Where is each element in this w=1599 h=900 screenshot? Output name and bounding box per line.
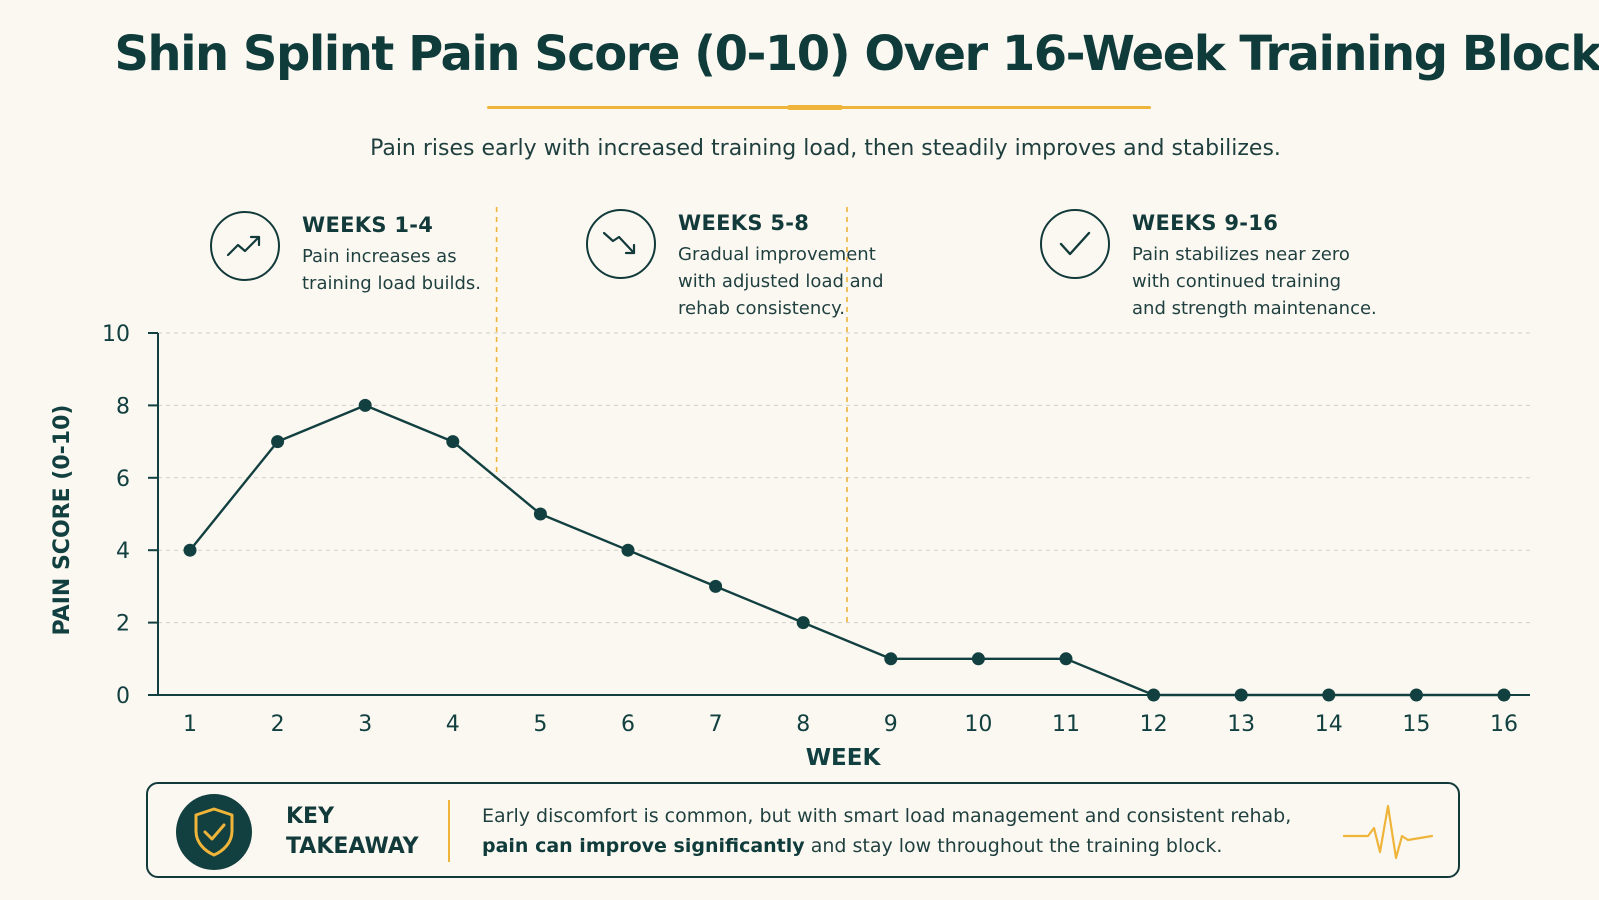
y-tick-label: 4 — [116, 539, 130, 564]
takeaway-text-rest: and stay low throughout the training blo… — [804, 835, 1223, 857]
phase-title: WEEKS 1-4 — [302, 213, 434, 237]
takeaway-text-line2: pain can improve significantly and stay … — [482, 831, 1352, 861]
data-point — [183, 543, 197, 557]
y-tick-label: 6 — [116, 467, 130, 492]
data-point — [884, 652, 898, 666]
data-point — [621, 543, 635, 557]
data-point — [709, 579, 723, 593]
chart-title: Shin Splint Pain Score (0-10) Over 16-We… — [114, 26, 1599, 82]
x-tick-label: 12 — [1140, 712, 1168, 737]
checkmark-icon — [1040, 209, 1110, 279]
takeaway-text: Early discomfort is common, but with sma… — [482, 801, 1352, 861]
phase-title: WEEKS 5-8 — [678, 211, 810, 235]
phase-weeks-5-8: WEEKS 5-8 Gradual improvement with adjus… — [586, 209, 884, 322]
series-line — [189, 404, 1504, 697]
x-tick-label: 2 — [271, 712, 285, 737]
data-point — [1409, 688, 1423, 702]
data-point — [533, 507, 547, 521]
x-tick-label: 5 — [533, 712, 547, 737]
x-tick-label: 8 — [796, 712, 810, 737]
phase-description: Pain increases as training load builds. — [302, 246, 482, 294]
takeaway-text-line1: Early discomfort is common, but with sma… — [482, 805, 1292, 827]
data-point — [358, 398, 372, 412]
key-takeaway-box: KEY TAKEAWAY Early discomfort is common,… — [146, 782, 1460, 878]
takeaway-label-line1: KEY — [286, 804, 335, 829]
chart-subtitle: Pain rises early with increased training… — [370, 136, 1281, 161]
x-tick-label: 13 — [1227, 712, 1255, 737]
heartbeat-icon — [1342, 804, 1434, 860]
phase-description: Gradual improvement with adjusted load a… — [678, 244, 884, 319]
phase-weeks-9-16: WEEKS 9-16 Pain stabilizes near zero wit… — [1040, 209, 1377, 322]
data-point — [271, 435, 285, 449]
x-tick-label: 9 — [884, 712, 898, 737]
x-axis-label: WEEK — [806, 745, 882, 771]
x-tick-label: 4 — [446, 712, 460, 737]
x-tick-label: 15 — [1402, 712, 1430, 737]
y-tick-label: 8 — [116, 394, 130, 419]
data-point — [1147, 688, 1161, 702]
x-tick-label: 16 — [1490, 712, 1518, 737]
takeaway-label: KEY TAKEAWAY — [286, 802, 436, 862]
x-tick-label: 10 — [964, 712, 992, 737]
title-underline — [487, 105, 1151, 110]
phase-description: Pain stabilizes near zero with continued… — [1132, 244, 1377, 319]
takeaway-text-bold: pain can improve significantly — [482, 835, 805, 857]
x-tick-label: 1 — [183, 712, 197, 737]
data-point — [971, 652, 985, 666]
y-tick-label: 2 — [116, 612, 130, 637]
y-axis-label: PAIN SCORE (0-10) — [50, 405, 75, 636]
y-tick-label: 10 — [102, 322, 130, 347]
shield-check-icon — [176, 794, 252, 870]
x-tick-label: 14 — [1315, 712, 1343, 737]
data-point — [446, 435, 460, 449]
phase-title: WEEKS 9-16 — [1132, 211, 1279, 235]
phase-weeks-1-4: WEEKS 1-4 Pain increases as training loa… — [210, 211, 481, 297]
x-tick-label: 6 — [621, 712, 635, 737]
takeaway-label-line2: TAKEAWAY — [286, 834, 419, 859]
data-point — [1497, 688, 1511, 702]
x-tick-label: 3 — [358, 712, 372, 737]
data-point — [1234, 688, 1248, 702]
trending-down-icon — [586, 209, 656, 279]
takeaway-divider — [448, 800, 450, 862]
data-point — [1322, 688, 1336, 702]
data-point — [1059, 652, 1073, 666]
y-tick-label: 0 — [116, 684, 130, 709]
x-tick-label: 11 — [1052, 712, 1080, 737]
data-point — [796, 616, 810, 630]
trending-up-icon — [210, 211, 280, 281]
x-tick-label: 7 — [709, 712, 723, 737]
